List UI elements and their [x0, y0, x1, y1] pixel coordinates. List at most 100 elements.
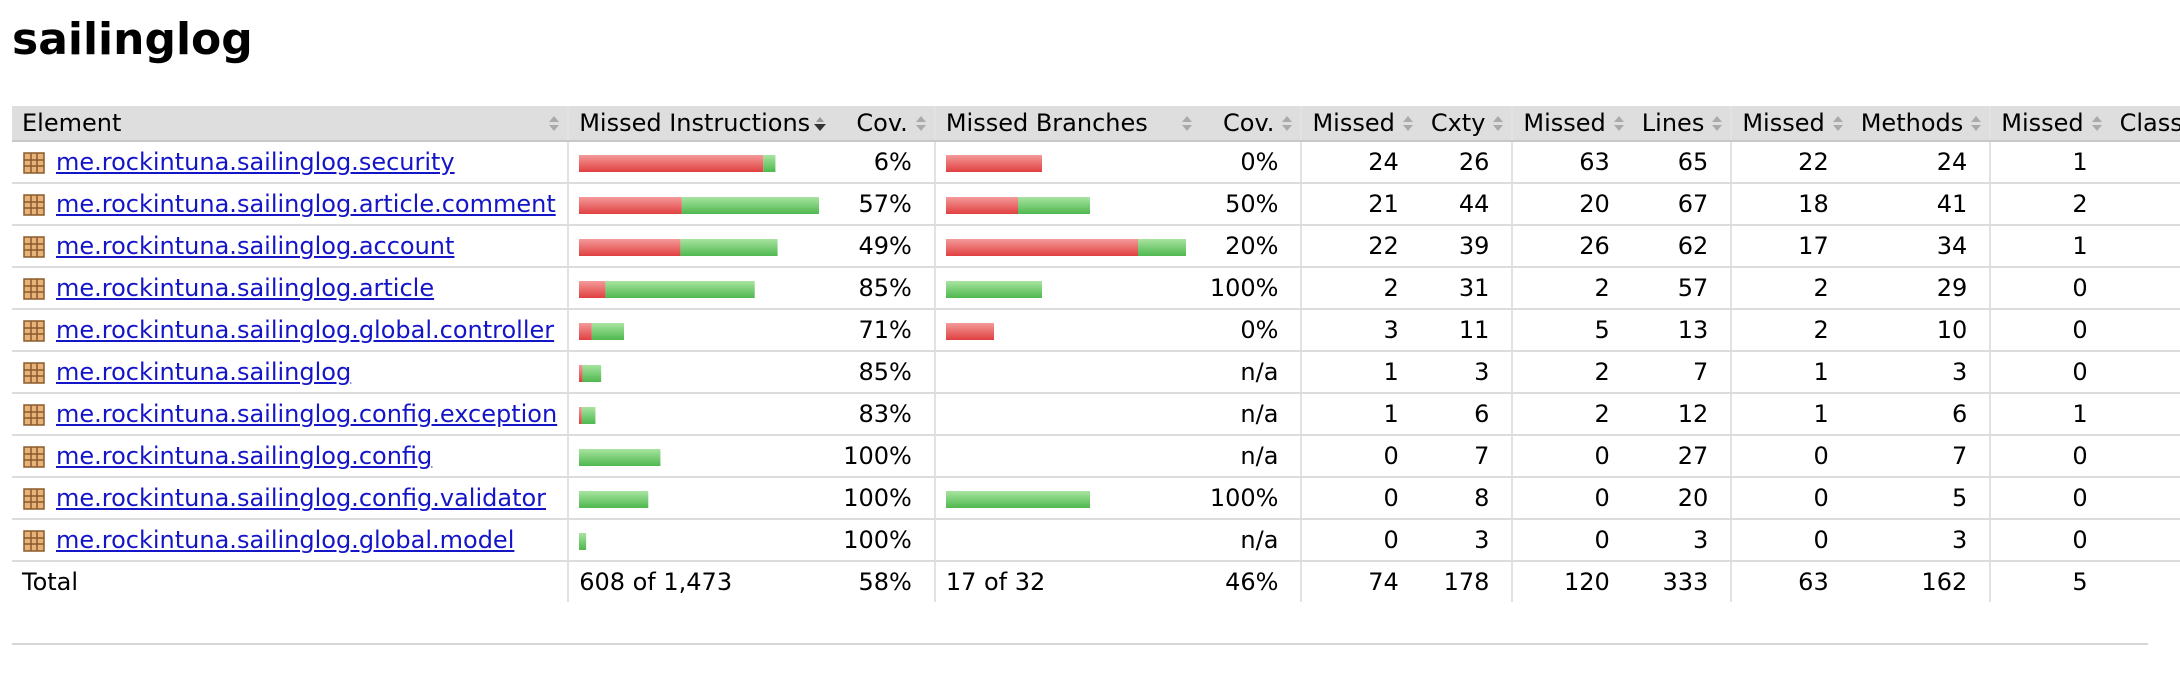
- count-cell: 3: [1420, 351, 1514, 394]
- branch-coverage: 100%: [1199, 477, 1303, 520]
- column-header[interactable]: Lines: [1631, 106, 1733, 142]
- count-cell: 20: [1631, 477, 1733, 520]
- package-link[interactable]: me.rockintuna.sailinglog.article: [56, 274, 435, 302]
- count-cell: 26: [1512, 225, 1632, 268]
- package-link[interactable]: me.rockintuna.sailinglog.config.exceptio…: [56, 400, 558, 428]
- missed-bar: [579, 197, 683, 214]
- header-label: Missed: [1523, 109, 1606, 137]
- column-header[interactable]: Missed: [1301, 106, 1421, 142]
- count-cell: 0: [1512, 435, 1632, 478]
- sort-icon: [814, 117, 827, 131]
- header-label: Cov.: [856, 109, 908, 137]
- branch-coverage: 20%: [1199, 225, 1303, 268]
- coverage-bar: [945, 155, 1042, 172]
- package-link[interactable]: me.rockintuna.sailinglog.global.model: [56, 526, 515, 554]
- icon-box: [23, 362, 45, 384]
- column-header[interactable]: Missed: [1731, 106, 1851, 142]
- count-cell: 21: [1301, 183, 1421, 226]
- column-header[interactable]: Cxty: [1420, 106, 1514, 142]
- sort-up: [1712, 116, 1723, 122]
- count-cell: 0: [1301, 519, 1421, 562]
- package-link[interactable]: me.rockintuna.sailinglog.article.comment: [56, 190, 556, 218]
- count-cell: 0: [1990, 477, 2110, 520]
- report-title: sailinglog: [12, 14, 253, 65]
- count-cell: 8: [1420, 477, 1514, 520]
- count-cell: 2: [1731, 309, 1851, 352]
- column-header[interactable]: Classes: [2109, 106, 2180, 142]
- package-link[interactable]: me.rockintuna.sailinglog.global.controll…: [56, 316, 555, 344]
- count-cell: 12: [1631, 393, 1733, 436]
- sort-down: [814, 124, 827, 131]
- count-cell: 31: [1420, 267, 1514, 310]
- branch-coverage: n/a: [1199, 519, 1303, 562]
- coverage-bar: [945, 491, 1090, 508]
- column-header[interactable]: Cov.: [1199, 106, 1303, 142]
- branch-coverage: 0%: [1199, 141, 1303, 184]
- sort-icon: [1832, 116, 1843, 131]
- column-header[interactable]: Missed: [1512, 106, 1632, 142]
- count-cell: 1: [2109, 351, 2180, 394]
- package-link[interactable]: me.rockintuna.sailinglog.config.validato…: [56, 484, 547, 512]
- element-cell: me.rockintuna.sailinglog.security: [12, 141, 570, 184]
- package-link[interactable]: me.rockintuna.sailinglog.security: [56, 148, 455, 176]
- count-cell: 11: [1420, 309, 1514, 352]
- instruction-bar-cell: [568, 393, 834, 436]
- coverage-bar: [945, 239, 1186, 256]
- missed-bar: [579, 155, 764, 172]
- icon-box: [23, 236, 45, 258]
- count-cell: 1: [1990, 225, 2110, 268]
- count-cell: 1: [1301, 351, 1421, 394]
- icon-box: [23, 404, 45, 426]
- count-cell: 0: [1731, 435, 1851, 478]
- total-label: Total: [12, 561, 570, 602]
- missed-bar: [579, 323, 593, 340]
- package-link[interactable]: me.rockintuna.sailinglog.config: [56, 442, 433, 470]
- count-cell: 3: [1850, 351, 1992, 394]
- sort-down: [1971, 125, 1982, 131]
- package-link[interactable]: me.rockintuna.sailinglog.account: [56, 232, 455, 260]
- column-header[interactable]: Element: [12, 106, 570, 142]
- branch-bar-cell: [934, 141, 1200, 184]
- package-row: me.rockintuna.sailinglog.article 85% 100% 2…: [12, 267, 2180, 310]
- total-count: 34: [2110, 561, 2180, 602]
- count-cell: 29: [1850, 267, 1992, 310]
- count-cell: 0: [1990, 267, 2110, 310]
- coverage-bar: [945, 281, 1042, 298]
- covered-bar: [579, 533, 587, 550]
- sort-down: [1181, 125, 1192, 131]
- branch-coverage: 50%: [1199, 183, 1303, 226]
- sort-up: [816, 117, 825, 122]
- total-count: 178: [1420, 561, 1514, 602]
- column-header[interactable]: Missed: [1990, 106, 2110, 142]
- instruction-bar-cell: [568, 309, 834, 352]
- coverage-bar: [579, 491, 649, 508]
- sort-icon: [1402, 116, 1413, 131]
- column-header[interactable]: Cov.: [833, 106, 936, 142]
- icon-box: [23, 530, 45, 552]
- sort-up: [1402, 116, 1413, 122]
- covered-bar: [682, 197, 820, 214]
- package-row: me.rockintuna.sailinglog.article.comment…: [12, 183, 2180, 226]
- header-label: Lines: [1641, 109, 1705, 137]
- count-cell: 1: [1731, 351, 1851, 394]
- column-header[interactable]: Missed Branches: [934, 106, 1200, 142]
- count-cell: 2: [2109, 309, 2180, 352]
- count-cell: 0: [1731, 477, 1851, 520]
- package-row: me.rockintuna.sailinglog.global.model 100…: [12, 519, 2180, 562]
- sort-icon: [1971, 116, 1982, 131]
- column-header[interactable]: Methods: [1850, 106, 1992, 142]
- branch-coverage: 0%: [1199, 309, 1303, 352]
- instruction-bar-cell: [568, 267, 834, 310]
- header-label: Cxty: [1430, 109, 1486, 137]
- count-cell: 24: [1301, 141, 1421, 184]
- count-cell: 27: [1631, 435, 1733, 478]
- sort-up: [1832, 116, 1843, 122]
- icon-lines: [24, 279, 44, 299]
- sort-down: [1613, 125, 1624, 131]
- count-cell: 6: [1420, 393, 1514, 436]
- instruction-coverage: 57%: [833, 183, 936, 226]
- header-label: Missed: [1312, 109, 1395, 137]
- column-header[interactable]: Missed Instructions: [568, 106, 834, 142]
- package-link[interactable]: me.rockintuna.sailinglog: [56, 358, 352, 386]
